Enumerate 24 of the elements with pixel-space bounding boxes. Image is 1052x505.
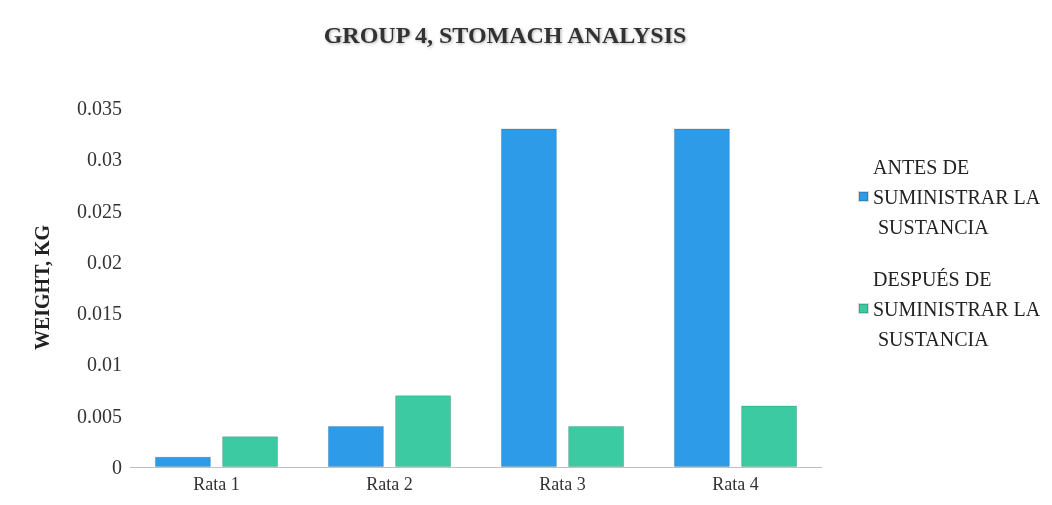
x-tick-label: Rata 4 [712,474,759,494]
bar [395,395,452,467]
y-tick-label: 0.03 [87,148,122,171]
bar [154,456,211,467]
x-tick-label: Rata 2 [366,474,413,494]
y-axis-title: WEIGHT, KG [31,224,53,351]
bar [500,128,557,467]
legend-label: DESPUÉS DE SUMINISTRAR LA SUSTANCIA [873,267,1041,350]
y-tick-label: 0.02 [87,250,122,273]
y-tick-label: 0 [112,456,122,478]
y-tick-label: 0.015 [77,302,122,325]
y-tick-label: 0.01 [87,353,122,376]
bar [673,128,730,467]
y-tick-label: 0.025 [77,199,122,222]
bar [327,425,384,467]
chart-title: GROUP 4, STOMACH ANALYSIS [323,22,687,48]
legend-label: ANTES DE SUMINISTRAR LA SUSTANCIA [873,155,1041,238]
x-tick-label: Rata 1 [193,474,240,494]
bar [741,405,798,467]
y-tick-label: 0.035 [77,97,122,119]
bar [222,436,279,467]
x-tick-label: Rata 3 [539,474,586,494]
bar [568,425,625,467]
y-tick-label: 0.005 [77,404,122,427]
